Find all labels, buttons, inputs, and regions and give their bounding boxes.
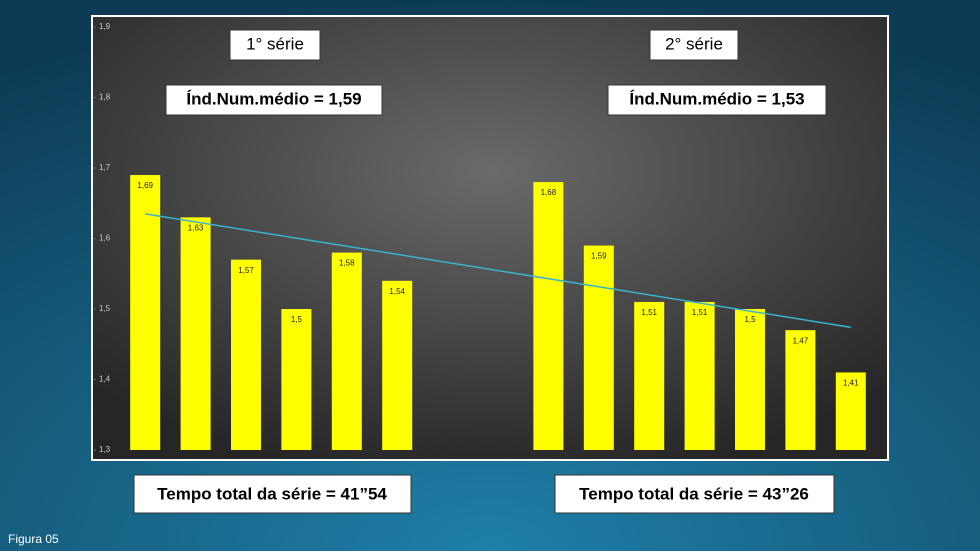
data-label: 1,57 [238, 266, 254, 275]
series-label: 1° série [246, 34, 304, 53]
label-box [607, 84, 827, 116]
bar [583, 245, 614, 450]
bar [331, 252, 362, 450]
time-label: Tempo total da série = 43”26 [579, 484, 809, 503]
data-label: 1,41 [843, 379, 859, 388]
bar [835, 372, 866, 450]
y-tick-label: 1,7 [99, 163, 111, 172]
bar [231, 259, 261, 450]
y-tick-label: 1,6 [99, 234, 111, 243]
label-box [133, 474, 412, 514]
y-tick-label: 1,4 [99, 375, 111, 384]
label-box [165, 84, 383, 116]
label-box [229, 29, 321, 61]
data-label: 1,47 [793, 336, 809, 345]
figure-caption: Figura 05 [8, 532, 59, 546]
bar [634, 301, 665, 450]
data-label: 1,68 [541, 188, 557, 197]
plot-area [91, 15, 889, 461]
index-label: Índ.Num.médio = 1,59 [186, 89, 361, 108]
data-label: 1,63 [188, 223, 204, 232]
bar [382, 280, 413, 450]
data-label: 1,59 [591, 252, 607, 261]
data-label: 1,51 [641, 308, 657, 317]
data-label: 1,58 [339, 259, 355, 268]
data-label: 1,5 [744, 315, 756, 324]
bar [684, 301, 715, 450]
bar [281, 309, 312, 450]
bar [533, 182, 564, 450]
y-tick-label: 1,5 [99, 304, 111, 313]
data-label: 1,51 [692, 308, 708, 317]
y-tick-label: 1,8 [99, 93, 111, 102]
bar [130, 175, 161, 451]
y-tick-label: 1,9 [99, 22, 111, 31]
data-label: 1,69 [137, 181, 153, 190]
trendline [145, 213, 851, 329]
y-tick-label: 1,3 [99, 445, 111, 454]
label-box [649, 29, 739, 61]
bar [785, 330, 816, 450]
data-label: 1,5 [291, 315, 303, 324]
series-label: 2° série [665, 34, 723, 53]
index-label: Índ.Num.médio = 1,53 [629, 89, 804, 108]
bar [735, 309, 765, 450]
chart: 1,3 1,4 1,5 1,6 1,7 1,8 1,9 1,69 1,63 1,57 1,5 1,58… [94, 22, 866, 454]
time-label: Tempo total da série = 41”54 [157, 484, 387, 503]
data-label: 1,54 [389, 287, 405, 296]
label-box [554, 474, 835, 514]
bar [180, 217, 211, 450]
